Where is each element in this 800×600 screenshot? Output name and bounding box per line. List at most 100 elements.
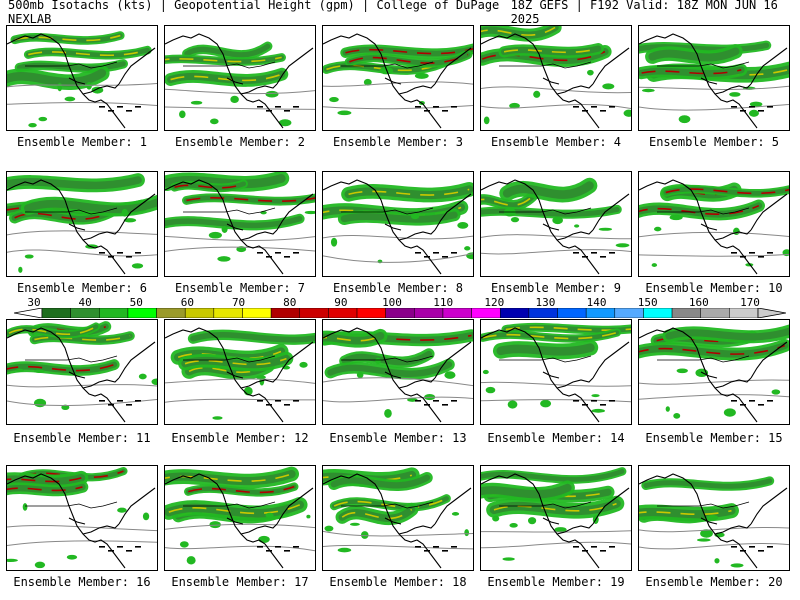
height-contour [7,524,157,532]
caribbean-island [415,106,421,108]
height-contour [639,543,789,550]
height-contour [323,544,473,550]
border-line [499,355,592,363]
coastline [118,193,156,231]
coastline [7,33,126,129]
isotach-blob [509,523,518,528]
colorbar-segment [328,308,358,318]
caribbean-island [117,252,123,254]
ensemble-map-panel [480,25,632,131]
isotach-blob [324,525,334,532]
isotach-blob [38,116,48,122]
isotach-blob [444,371,456,379]
caribbean-island [117,546,123,548]
isotach-blob [265,90,279,98]
jet-streak-core [481,206,620,217]
jet-streak-core [7,483,86,494]
isotach-blob [706,514,719,521]
height-contour [639,527,789,533]
isotach-blob [748,109,759,117]
isotach-blob [485,386,496,394]
isotach-blob [7,558,18,563]
coastline [7,327,126,423]
isotach-colorbar: 30 40 50 60 70 80 90 100 110 120 130 140 150 160 170 [14,296,786,320]
coastline [639,33,758,129]
height-contour [165,235,315,242]
jet-max [7,204,143,212]
isotach-blob [57,82,63,92]
coastline [323,179,442,275]
coastline [82,229,120,241]
colorbar-tick-label: 130 [535,296,556,309]
jet-max [184,357,287,366]
isotach-blob [186,556,196,565]
caribbean-island [424,110,430,112]
height-contour [481,249,631,255]
colorbar-tick-label: 90 [334,296,348,309]
border-line [499,207,592,215]
isotach-blob [377,259,383,264]
caribbean-island [582,404,588,406]
jet-max [170,73,283,82]
jet-max [188,364,268,374]
caribbean-island [731,400,737,402]
caribbean-island [126,404,132,406]
colorbar-segment [213,308,243,318]
height-contour [639,85,789,90]
ensemble-member-caption: Ensemble Member: 9 [490,281,622,295]
coastline [240,229,278,241]
jet-streak-core [7,68,107,87]
height-contour [639,103,789,111]
coastline [240,523,278,535]
ensemble-member-caption: Ensemble Member: 14 [487,431,625,445]
caribbean-island [600,404,606,406]
ensemble-member-caption: Ensemble Member: 19 [487,575,625,589]
caribbean-island [266,256,272,258]
jet-max [481,26,556,36]
isotach-blob [540,399,552,408]
ensemble-map-panel [638,25,790,131]
isotach-blob [598,227,613,231]
coastline [240,377,278,389]
coastline [165,473,284,569]
caribbean-island [424,256,430,258]
isotach-blob [34,561,46,569]
height-contour [165,88,315,95]
border-line [657,355,750,363]
isotach-blob [86,82,92,90]
isotach-blob [34,398,47,408]
colorbar-tick-label: 110 [433,296,454,309]
isotach-blob [554,527,567,533]
isotach-map [481,467,631,569]
caribbean-island [591,106,597,108]
coastline [276,193,314,231]
isotach-blob [678,115,691,124]
isotach-blob [64,96,76,102]
caribbean-island [293,400,299,402]
colorbar-segment [614,308,644,318]
colorbar-segment [499,308,530,318]
isotach-blob [483,116,490,125]
isotach-map [639,324,789,423]
caribbean-island [415,546,421,548]
colorbar-segment [156,308,186,318]
isotach-blob [749,101,763,107]
caribbean-island [266,110,272,112]
ensemble-map-panel [480,319,632,425]
height-contour [323,530,473,537]
caribbean-island [415,252,421,254]
jet-max [174,183,244,189]
height-contour [323,396,473,403]
isotach-map [639,179,789,275]
border-line [25,61,118,69]
jet-max [165,56,282,63]
height-contour [323,81,473,87]
colorbar-segment [356,308,386,318]
isotach-blob [700,529,713,538]
jet-max [493,502,617,512]
ensemble-map-panel [322,465,474,571]
coastline [276,341,314,379]
height-contour [7,398,157,406]
isotach-blob [337,547,352,553]
colorbar-tick-label: 60 [180,296,195,309]
